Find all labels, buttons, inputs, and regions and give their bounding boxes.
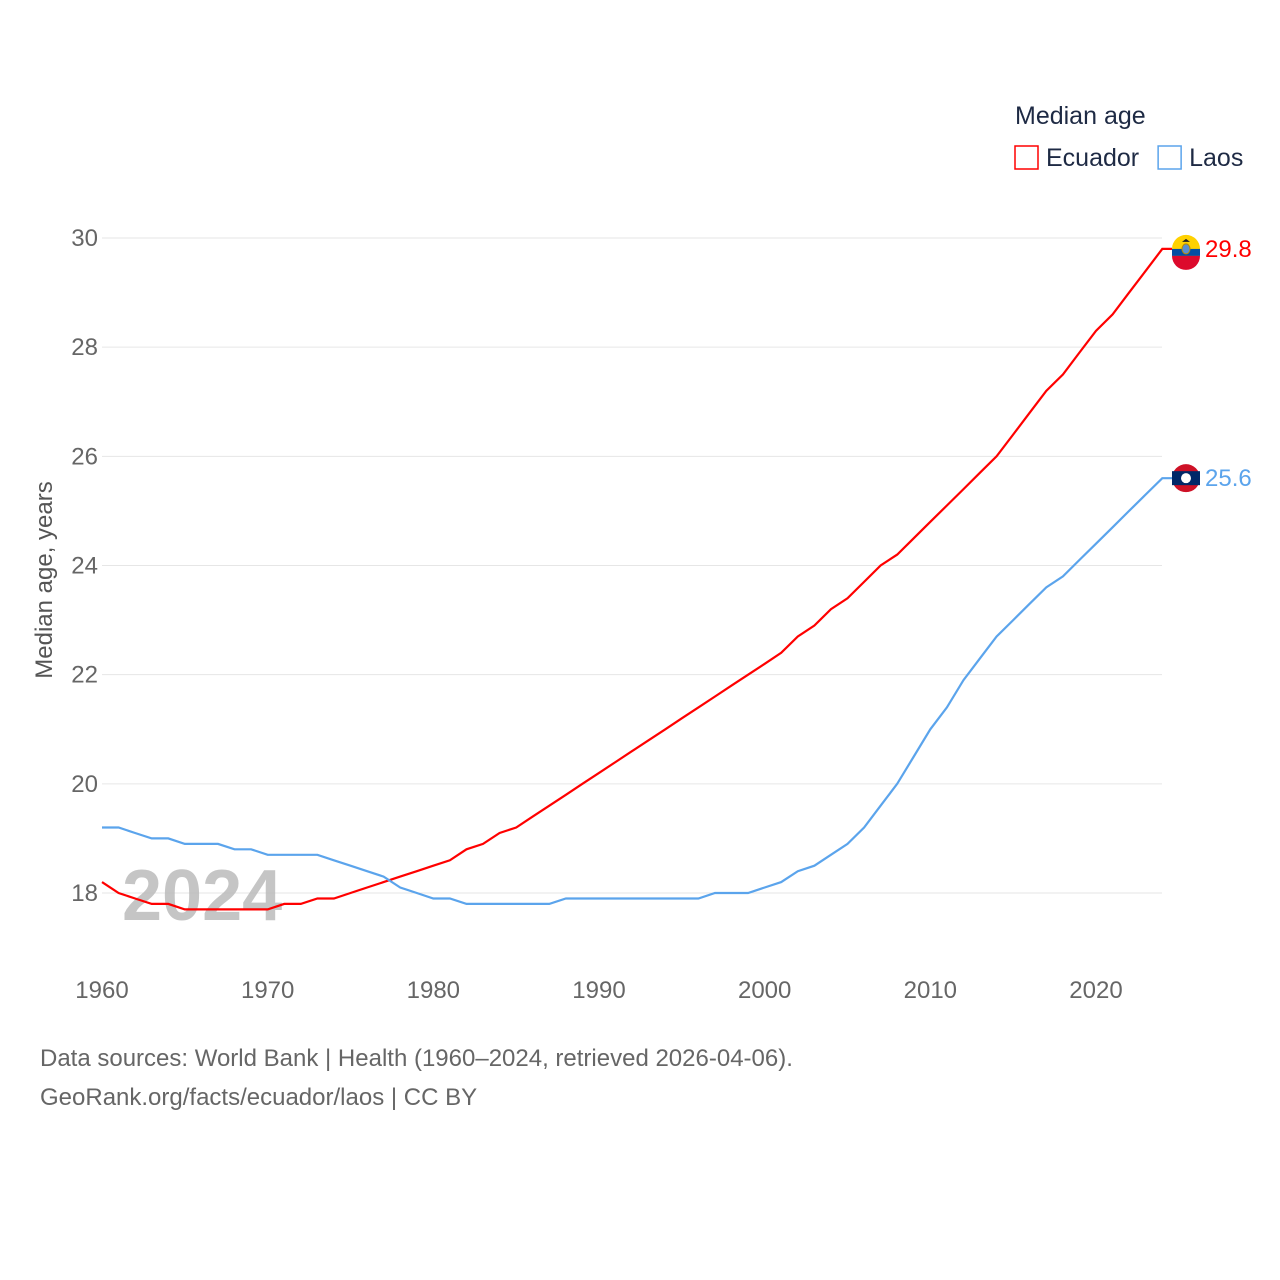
y-tick-label: 22 — [71, 662, 98, 689]
legend-label: Laos — [1189, 144, 1243, 172]
legend-item-laos[interactable]: Laos — [1157, 144, 1243, 172]
x-tick-label: 1980 — [407, 977, 460, 1004]
y-tick-label: 18 — [71, 880, 98, 907]
y-axis-label: Median age, years — [31, 481, 58, 678]
x-tick-label: 1990 — [572, 977, 625, 1004]
legend-label: Ecuador — [1046, 144, 1139, 172]
ecuador-flag-icon — [1172, 234, 1200, 270]
end-label-laos: 25.6 — [1205, 465, 1252, 492]
legend-swatch — [1014, 145, 1039, 170]
legend-swatch — [1157, 145, 1182, 170]
y-tick-label: 20 — [71, 771, 98, 798]
x-tick-label: 1960 — [75, 977, 128, 1004]
y-tick-label: 30 — [71, 225, 98, 252]
end-label-ecuador: 29.8 — [1205, 236, 1252, 263]
legend-item-ecuador[interactable]: Ecuador — [1014, 144, 1139, 172]
year-watermark: 2024 — [122, 856, 282, 936]
x-tick-label: 1970 — [241, 977, 294, 1004]
series-line-ecuador — [101, 247, 1172, 911]
footer-attribution[interactable]: GeoRank.org/facts/ecuador/laos | CC BY — [40, 1084, 478, 1111]
x-tick-label: 2000 — [738, 977, 791, 1004]
laos-flag-icon — [1172, 464, 1200, 493]
x-tick-label: 2010 — [904, 977, 957, 1004]
y-tick-label: 28 — [71, 334, 98, 361]
y-tick-label: 26 — [71, 443, 98, 470]
legend-title: Median age — [1015, 102, 1146, 130]
footer-sources: Data sources: World Bank | Health (1960–… — [40, 1045, 793, 1072]
series-line-laos — [102, 477, 1172, 905]
y-tick-label: 24 — [71, 553, 98, 580]
x-tick-label: 2020 — [1069, 977, 1122, 1004]
